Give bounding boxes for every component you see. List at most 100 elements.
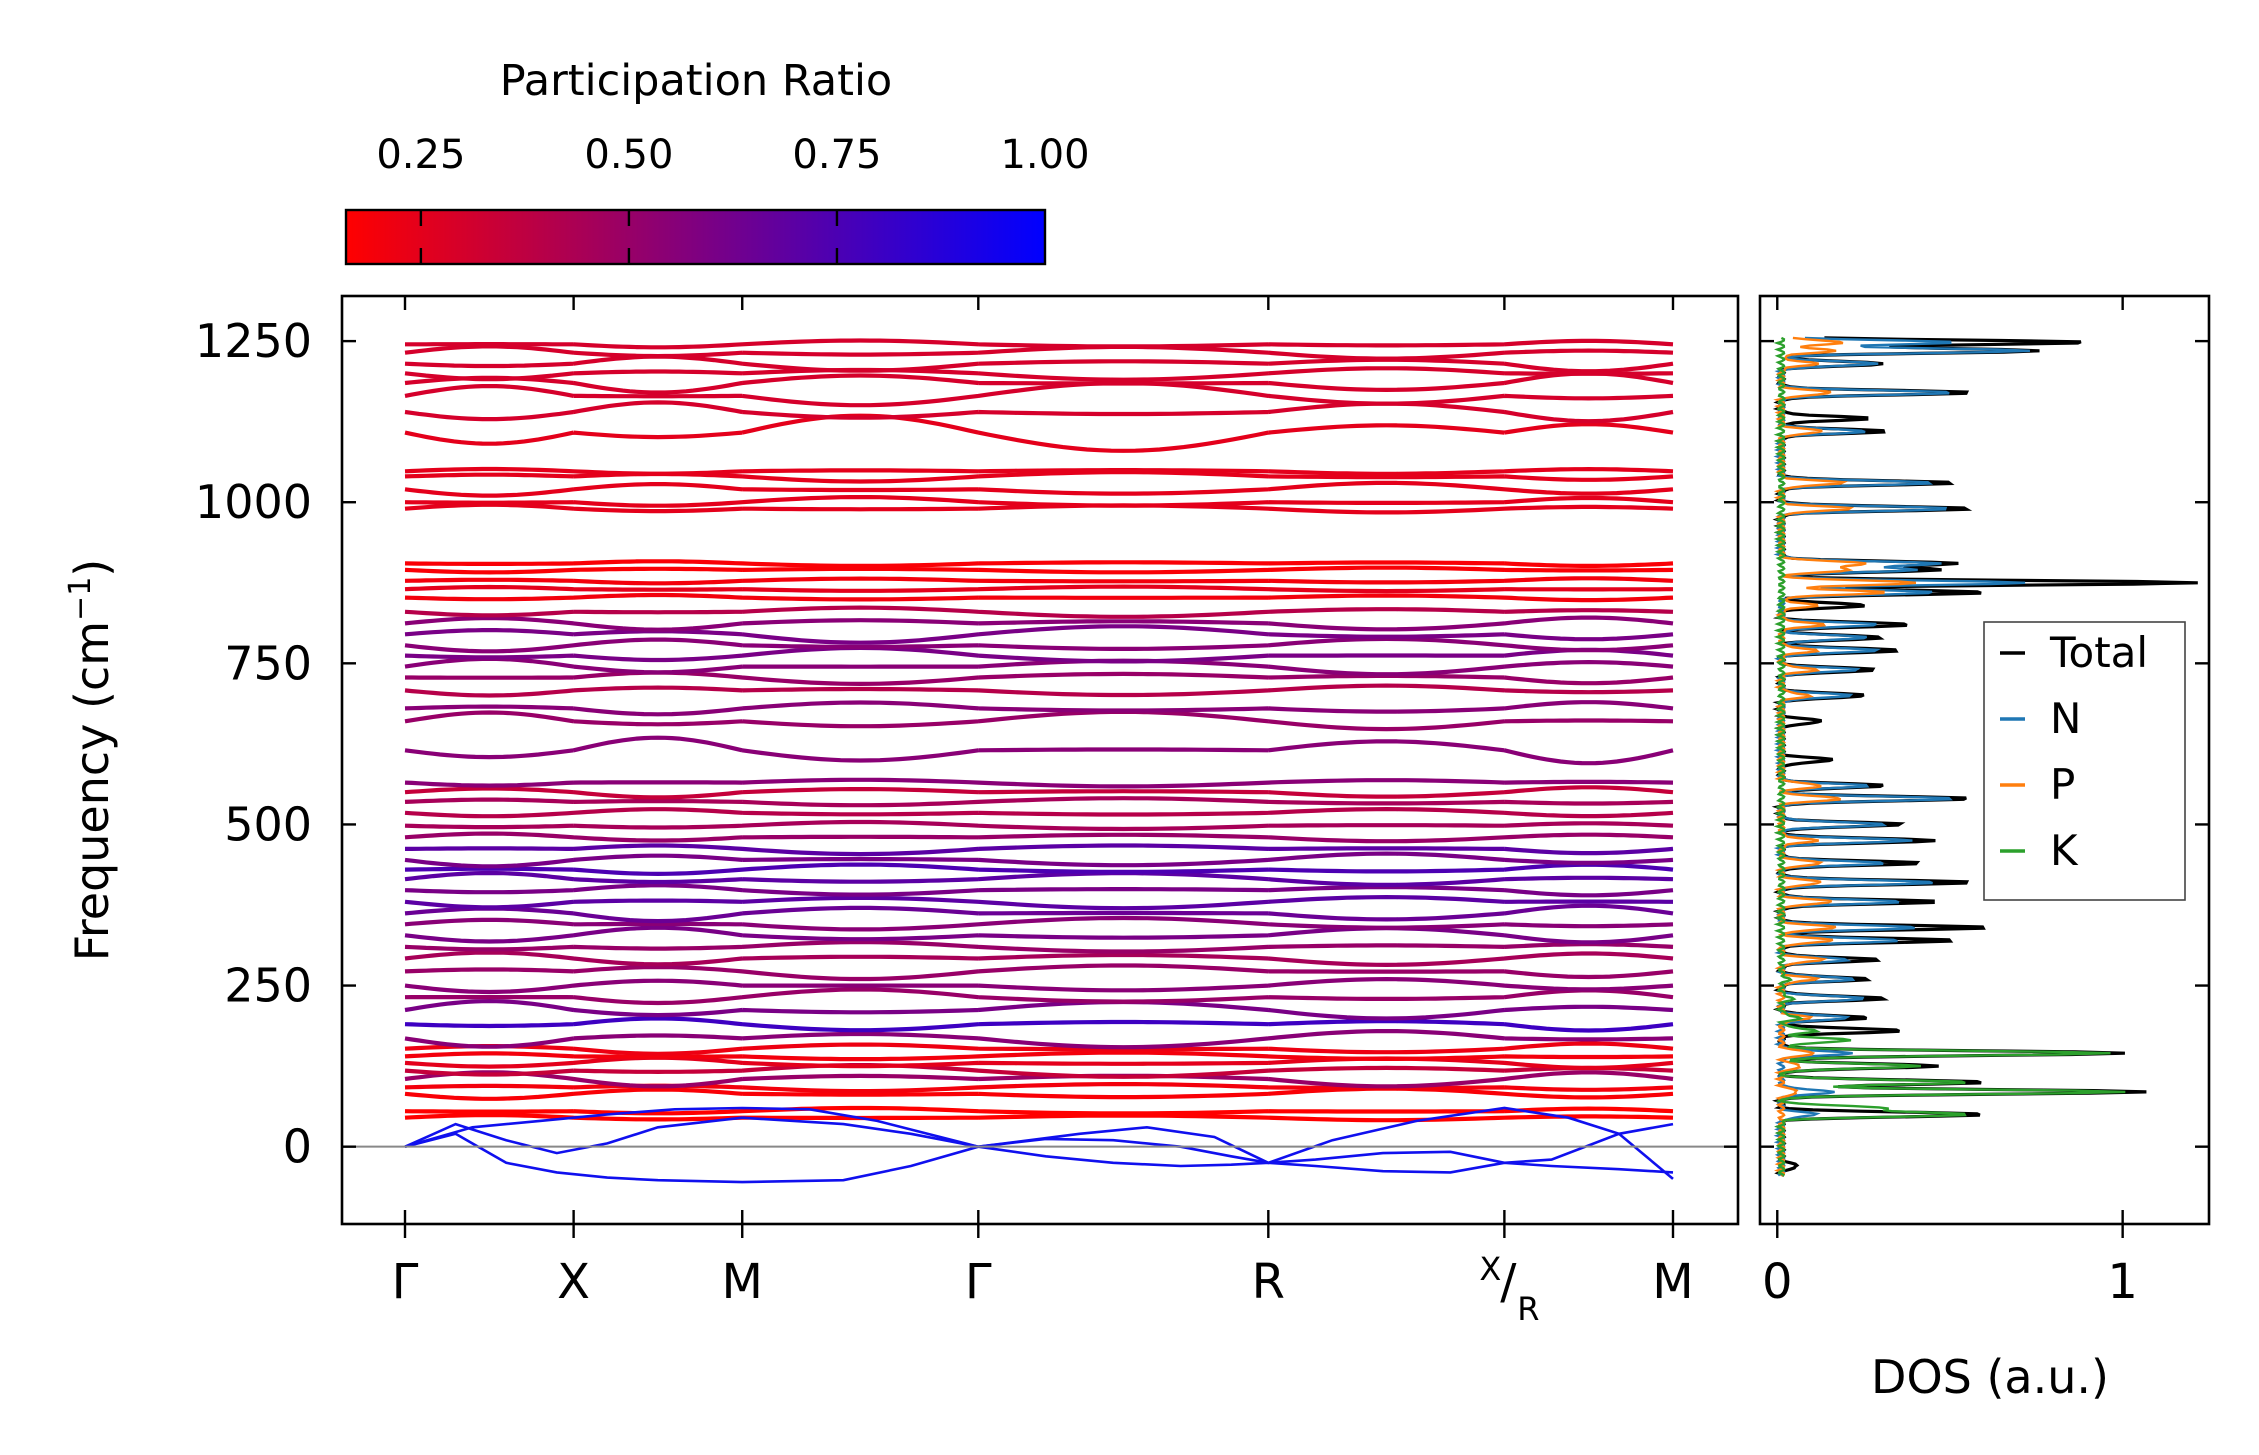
phonon-band — [404, 894, 1673, 911]
phonon-band — [404, 1086, 1674, 1101]
phonon-band — [404, 831, 1674, 844]
dos-legend: Total NPK — [1983, 621, 2186, 901]
kpoint-label: M — [722, 1254, 763, 1310]
phonon-band — [404, 735, 1674, 766]
phonon-band — [404, 400, 1674, 424]
acoustic-branch — [404, 1122, 1674, 1184]
y-axis-label-exponent: −1 — [63, 577, 98, 621]
phonon-band — [404, 1050, 1674, 1062]
dos-x-tick-label: 1 — [2107, 1254, 2138, 1310]
phonon-band — [404, 413, 1674, 453]
dos-line-k — [1773, 336, 2126, 1177]
phonon-band — [404, 480, 1674, 498]
dos-lines — [1771, 336, 2198, 1178]
phonon-band — [404, 344, 1674, 361]
phonon-band — [404, 624, 1674, 645]
legend-label: Total — [2049, 628, 2148, 677]
phonon-band — [404, 963, 1674, 982]
phonon-band — [404, 495, 1674, 508]
band-y-ticks: 0 250 500 750 1000 1250 — [195, 314, 1738, 1174]
phonon-band — [404, 819, 1674, 832]
y-tick-label: 250 — [224, 959, 312, 1013]
phonon-band — [404, 851, 1674, 869]
phonon-band — [404, 796, 1674, 808]
phonon-band — [404, 1063, 1674, 1079]
phonon-band — [404, 559, 1674, 568]
phonon-band — [404, 998, 1674, 1021]
phonon-band — [405, 843, 1674, 857]
y-tick-label: 0 — [283, 1120, 312, 1174]
phonon-band — [404, 1029, 1674, 1050]
y-tick-label: 500 — [224, 797, 312, 851]
phonon-band — [404, 939, 1674, 954]
phonon-band — [404, 915, 1674, 932]
acoustic-branch — [404, 1106, 1674, 1180]
phonon-band — [404, 870, 1674, 888]
phonon-band — [404, 605, 1674, 619]
colorbar-tick-label: 0.50 — [584, 132, 673, 178]
phonon-band — [404, 354, 1674, 374]
colorbar-gradient — [344, 208, 1047, 266]
phonon-band — [404, 883, 1674, 898]
kpoint-label: X — [1479, 1250, 1501, 1288]
colorbar-ticks: 0.25 0.50 0.75 1.00 — [376, 132, 1090, 264]
x-axis-label-dos: DOS (a.u.) — [1871, 1350, 2109, 1404]
phonon-band — [404, 987, 1674, 1006]
phonon-band — [404, 615, 1674, 632]
kpoint-label: M — [1652, 1254, 1693, 1310]
phonon-band — [404, 1016, 1674, 1033]
kpoint-label: X — [557, 1254, 590, 1310]
phonon-band — [404, 565, 1674, 575]
phonon-band — [405, 338, 1674, 350]
colorbar-tick-label: 1.00 — [1000, 132, 1089, 178]
band-lines — [404, 338, 1674, 1184]
legend-label: P — [2050, 760, 2075, 809]
kpoint-slash: / — [1500, 1254, 1517, 1310]
phonon-band — [404, 645, 1674, 664]
phonon-band — [404, 366, 1674, 382]
colorbar-title: Participation Ratio — [500, 56, 893, 106]
legend-label: K — [2050, 826, 2079, 875]
phonon-band — [404, 584, 1673, 594]
phonon-band — [404, 777, 1674, 789]
y-tick-label: 750 — [224, 636, 312, 690]
phonon-band — [404, 976, 1674, 995]
phonon-band — [404, 1105, 1674, 1116]
phonon-band — [404, 950, 1674, 968]
y-axis-label-close: ) — [65, 559, 119, 577]
phonon-band — [404, 683, 1674, 698]
y-axis-label: Frequency (cm−1) — [63, 559, 119, 962]
y-axis-label-main: Frequency (cm — [65, 621, 119, 961]
phonon-band — [404, 636, 1674, 654]
phonon-band — [404, 1082, 1674, 1094]
colorbar-tick-label: 0.25 — [376, 132, 465, 178]
phonon-band — [404, 709, 1674, 732]
acoustic-branch — [404, 1116, 1674, 1174]
phonon-band — [404, 700, 1674, 717]
dos-axes-frame — [1758, 294, 2211, 1226]
legend-label: N — [2050, 694, 2081, 743]
colorbar-tick-label: 0.75 — [792, 132, 881, 178]
phonon-band — [404, 592, 1674, 603]
kpoint-label: Γ — [965, 1254, 992, 1310]
phonon-band — [404, 925, 1674, 945]
band-axes-frame — [340, 294, 1740, 1226]
legend-frame — [1983, 621, 2186, 901]
phonon-band — [404, 806, 1674, 819]
phonon-band — [404, 862, 1674, 877]
kpoint-label: Γ — [392, 1254, 419, 1310]
phonon-band — [405, 670, 1674, 687]
band-x-ticks: Γ X M Γ R X/R M — [392, 296, 1694, 1328]
phonon-band — [404, 576, 1674, 586]
kpoint-label-sub: R — [1517, 1290, 1539, 1328]
y-tick-label: 1250 — [195, 314, 312, 368]
kpoint-label: R — [1252, 1254, 1285, 1310]
y-tick-label: 1000 — [195, 475, 312, 529]
colorbar: Participation Ratio 0.25 0.50 0.75 1.00 — [344, 56, 1090, 266]
phonon-band — [404, 785, 1674, 800]
legend-items: Total NPK — [2000, 628, 2148, 875]
